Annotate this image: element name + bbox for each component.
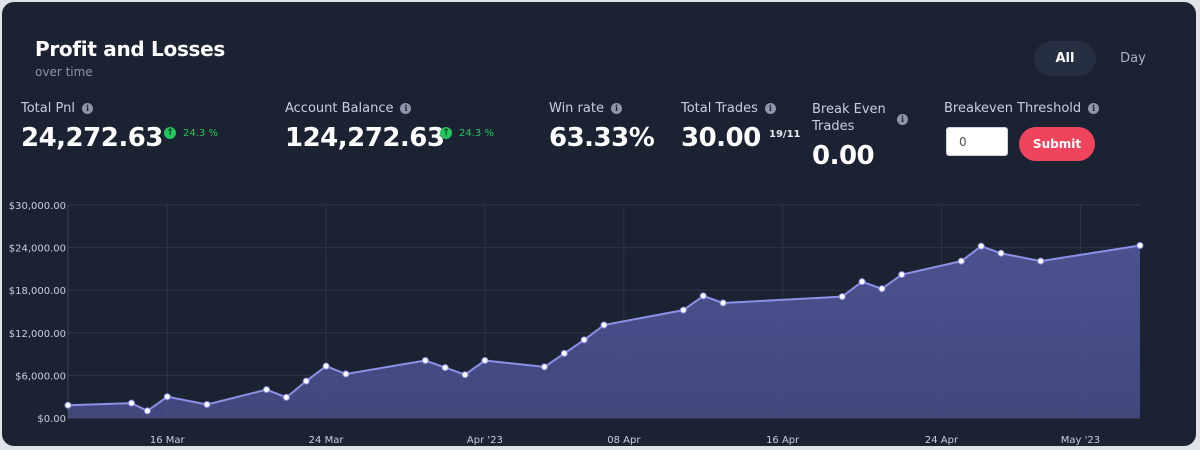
data-point <box>203 401 211 409</box>
data-point <box>461 371 469 379</box>
range-tab-day[interactable]: Day <box>1120 51 1146 66</box>
data-point <box>143 407 151 415</box>
y-tick-label: $0.00 <box>37 414 66 425</box>
data-point <box>898 271 906 279</box>
x-tick-label: Apr '23 <box>467 435 503 446</box>
win-rate-value: 63.33% <box>549 123 655 153</box>
y-tick-label: $30,000.00 <box>9 201 66 212</box>
breakeven-threshold-input[interactable] <box>946 127 1008 156</box>
data-point <box>322 362 330 370</box>
y-tick-label: $18,000.00 <box>9 286 66 297</box>
break-even-trades-label: Break Even Trades <box>812 101 886 135</box>
arrow-up-circle-icon: ↑ <box>440 127 452 139</box>
win-rate-label: Win rate i <box>549 101 622 116</box>
total-trades-label: Total Trades i <box>681 101 776 116</box>
range-tab-all[interactable]: All <box>1034 41 1096 76</box>
y-tick-label: $6,000.00 <box>15 371 66 382</box>
info-icon[interactable]: i <box>1088 103 1100 114</box>
data-point <box>421 356 429 364</box>
arrow-up-circle-icon: ↑ <box>164 127 176 139</box>
data-point <box>302 377 310 385</box>
account-balance-change: ↑ 24.3 % <box>440 127 494 139</box>
account-balance-value: 124,272.63 <box>285 123 445 153</box>
data-point <box>600 321 608 329</box>
x-tick-label: 16 Apr <box>766 435 800 446</box>
data-point <box>858 278 866 286</box>
break-even-label-line2: Trades <box>812 119 855 134</box>
data-point <box>580 336 588 344</box>
data-point <box>1136 241 1144 249</box>
total-pnl-change-text: 24.3 % <box>183 127 218 139</box>
data-point <box>481 356 489 364</box>
x-tick-label: May '23 <box>1061 435 1100 446</box>
total-trades-label-text: Total Trades <box>681 101 758 116</box>
data-point <box>342 370 350 378</box>
data-point <box>64 401 72 409</box>
series-area <box>68 245 1140 418</box>
win-rate-label-text: Win rate <box>549 101 604 116</box>
total-trades-ratio: 19/11 <box>769 129 801 140</box>
breakeven-threshold-label-text: Breakeven Threshold <box>944 101 1082 116</box>
data-point <box>441 364 449 372</box>
total-pnl-label: Total Pnl i <box>21 101 93 116</box>
data-point <box>1037 257 1045 265</box>
break-even-label-line1: Break Even <box>812 102 886 117</box>
breakeven-threshold-label: Breakeven Threshold i <box>944 101 1100 116</box>
x-tick-label: 24 Apr <box>925 435 959 446</box>
x-tick-label: 08 Apr <box>607 435 641 446</box>
data-point <box>838 293 846 301</box>
data-point <box>878 285 886 293</box>
account-balance-label-text: Account Balance <box>285 101 394 116</box>
data-point <box>263 386 271 394</box>
total-pnl-value: 24,272.63 <box>21 123 163 153</box>
data-point <box>977 242 985 250</box>
data-point <box>957 257 965 265</box>
info-icon[interactable]: i <box>897 114 908 125</box>
info-icon[interactable]: i <box>764 103 776 114</box>
data-point <box>997 249 1005 257</box>
info-icon[interactable]: i <box>610 103 622 114</box>
x-tick-label: 16 Mar <box>150 435 186 446</box>
data-point <box>163 393 171 401</box>
total-trades-value: 30.00 <box>681 123 761 153</box>
y-tick-label: $12,000.00 <box>9 329 66 340</box>
card-subtitle: over time <box>35 65 93 79</box>
break-even-trades-value: 0.00 <box>812 141 875 171</box>
series-line <box>67 244 1141 412</box>
info-icon[interactable]: i <box>81 103 93 114</box>
total-pnl-label-text: Total Pnl <box>21 101 75 116</box>
data-point <box>128 399 136 407</box>
data-point <box>282 393 290 401</box>
data-point <box>560 349 568 357</box>
data-point <box>699 292 707 300</box>
data-point <box>719 299 727 307</box>
data-point <box>679 306 687 314</box>
account-balance-label: Account Balance i <box>285 101 412 116</box>
data-point <box>540 363 548 371</box>
submit-button[interactable]: Submit <box>1019 127 1095 161</box>
x-tick-label: 24 Mar <box>309 435 345 446</box>
card-title: Profit and Losses <box>35 37 226 61</box>
y-tick-label: $24,000.00 <box>9 244 66 255</box>
total-pnl-change: ↑ 24.3 % <box>164 127 218 139</box>
account-balance-change-text: 24.3 % <box>459 127 494 139</box>
info-icon[interactable]: i <box>400 103 412 114</box>
